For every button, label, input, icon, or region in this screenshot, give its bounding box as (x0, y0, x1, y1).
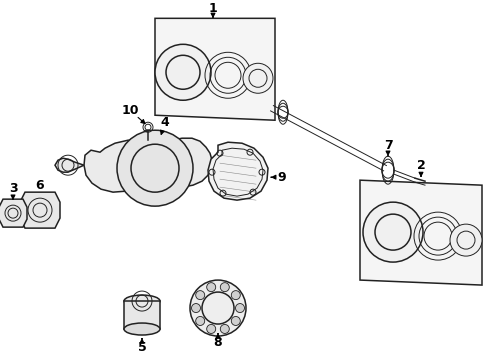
Polygon shape (20, 192, 60, 228)
Circle shape (192, 303, 200, 312)
Polygon shape (0, 199, 27, 227)
Circle shape (231, 316, 240, 325)
Text: 6: 6 (36, 179, 44, 192)
Circle shape (190, 280, 246, 336)
Polygon shape (84, 138, 212, 192)
Bar (124, 301, 160, 329)
Circle shape (155, 44, 211, 100)
Polygon shape (208, 142, 268, 200)
Text: 10: 10 (121, 104, 139, 117)
Circle shape (207, 324, 216, 333)
Circle shape (243, 63, 273, 93)
Text: 8: 8 (214, 336, 222, 348)
Text: 5: 5 (138, 341, 147, 354)
Circle shape (450, 224, 482, 256)
Ellipse shape (124, 323, 160, 335)
Circle shape (196, 316, 205, 325)
Circle shape (117, 130, 193, 206)
Circle shape (196, 291, 205, 300)
Circle shape (363, 202, 423, 262)
Circle shape (220, 283, 229, 292)
Text: 3: 3 (9, 182, 17, 195)
Text: 2: 2 (416, 159, 425, 172)
Polygon shape (360, 180, 482, 285)
Circle shape (231, 291, 240, 300)
Text: 1: 1 (209, 2, 218, 15)
Circle shape (207, 283, 216, 292)
Text: 9: 9 (278, 171, 286, 184)
Polygon shape (155, 18, 275, 120)
Circle shape (236, 303, 245, 312)
Text: 4: 4 (161, 116, 170, 129)
Ellipse shape (124, 295, 160, 307)
Polygon shape (55, 158, 84, 172)
Text: 7: 7 (384, 139, 392, 152)
Circle shape (220, 324, 229, 333)
